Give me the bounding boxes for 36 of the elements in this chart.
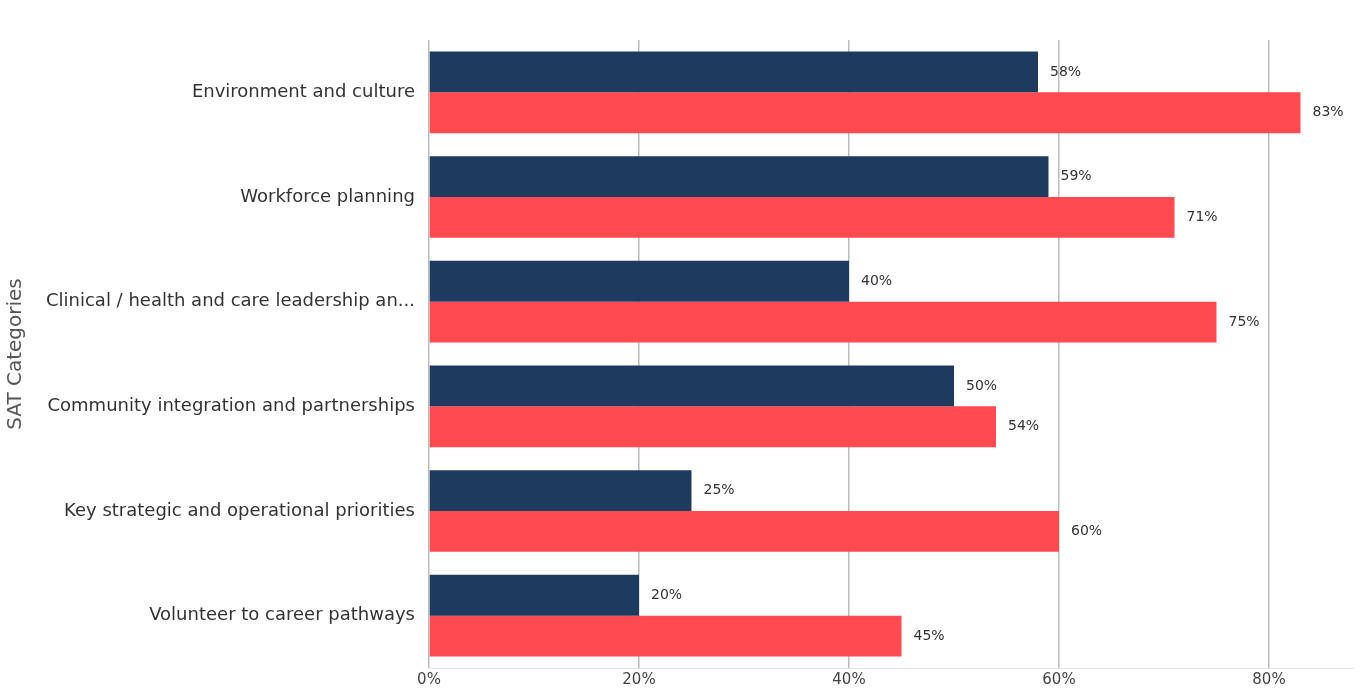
bar <box>429 301 1217 343</box>
bar <box>429 574 639 616</box>
data-label: 83% <box>1312 103 1344 120</box>
y-tick-label: Clinical / health and care leadership an... <box>45 289 415 311</box>
data-label: 59% <box>1060 167 1092 184</box>
x-tick-label: 60% <box>1042 669 1076 688</box>
data-label: 20% <box>650 585 683 602</box>
data-label: 71% <box>1186 208 1218 225</box>
data-label: 60% <box>1070 522 1103 539</box>
bar <box>429 470 692 511</box>
x-tick-label: 0% <box>417 669 441 688</box>
data-label: 58% <box>1049 62 1082 79</box>
bar <box>429 406 996 448</box>
x-tick-label: 20% <box>622 669 656 688</box>
bar <box>429 51 1038 93</box>
data-label: 25% <box>703 481 735 498</box>
bar <box>429 260 849 302</box>
y-tick-label: Workforce planning <box>240 184 415 206</box>
data-label: 75% <box>1228 312 1260 329</box>
bar <box>429 156 1049 197</box>
x-tick-label: 40% <box>832 669 866 688</box>
y-axis-title: SAT Categories <box>2 278 27 430</box>
y-tick-label: Community integration and partnerships <box>47 394 415 416</box>
data-label: 40% <box>860 271 893 288</box>
bar <box>429 197 1175 238</box>
y-tick-label: Environment and culture <box>191 80 415 102</box>
data-label: 54% <box>1007 417 1040 434</box>
y-tick-label: Key strategic and operational priorities <box>64 498 415 520</box>
data-label: 45% <box>913 626 945 643</box>
data-label: 50% <box>965 376 998 393</box>
bar <box>429 365 954 407</box>
y-tick-label: Volunteer to career pathways <box>149 603 415 625</box>
x-tick-label: 80% <box>1252 669 1286 688</box>
bar <box>429 92 1301 134</box>
bar <box>429 615 902 657</box>
bar <box>429 511 1059 552</box>
